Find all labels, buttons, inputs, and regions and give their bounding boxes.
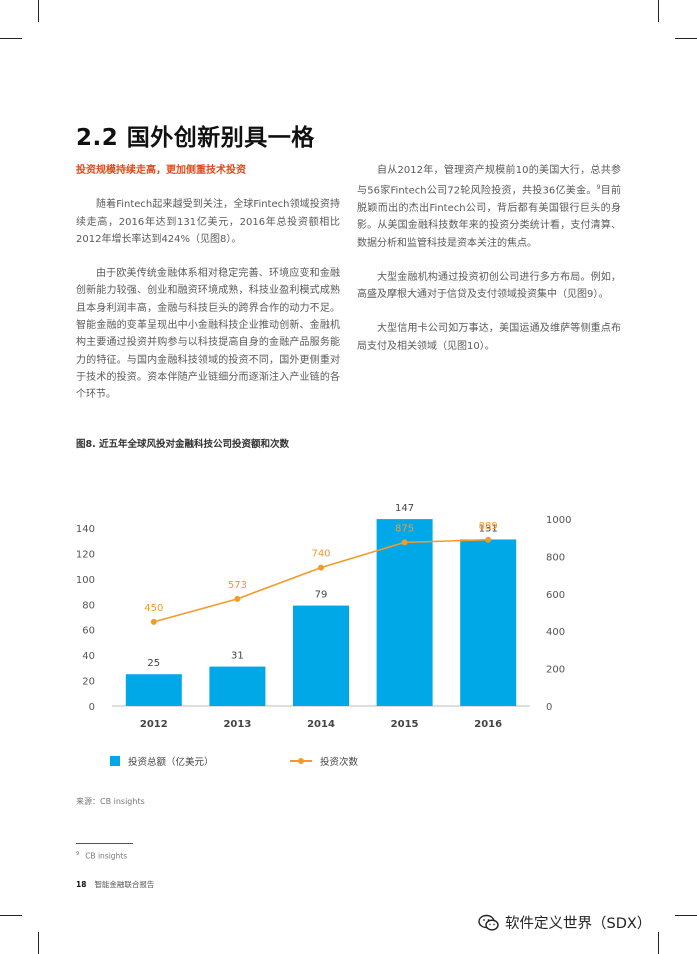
paragraph: 大型信用卡公司如万事达，美国运通及维萨等侧重点布局支付及相关领域（见图10）。 xyxy=(357,323,621,352)
footnote-ref: 9 xyxy=(596,184,601,192)
x-tick-label: 2013 xyxy=(223,719,251,730)
bar xyxy=(125,674,182,706)
legend-line-marker xyxy=(290,758,312,764)
crop-mark xyxy=(0,915,22,916)
crop-mark xyxy=(38,932,39,954)
legend-label: 投资次数 xyxy=(320,757,359,768)
right-column: 自从2012年，管理资产规模前10的美国大行，总共参与56家Fintech公司7… xyxy=(357,162,621,372)
footnote-rule xyxy=(76,843,133,844)
y-left-tick-label: 60 xyxy=(82,626,95,637)
crop-mark xyxy=(658,932,659,954)
paragraph: 随着Fintech起来越受到关注，全球Fintech领域投资持续走高，2016年… xyxy=(76,199,340,245)
y-right-tick-label: 600 xyxy=(546,590,565,601)
left-column: 投资规模持续走高，更加侧重技术投资 随着Fintech起来越受到关注，全球Fin… xyxy=(76,162,340,421)
legend-label: 投资总额（亿美元） xyxy=(128,757,214,768)
bar xyxy=(209,666,266,706)
y-left-tick-label: 0 xyxy=(89,702,95,713)
bar xyxy=(460,539,517,706)
footnote: 9 CB insights xyxy=(76,851,127,861)
line-point xyxy=(485,536,492,543)
y-left-tick-label: 120 xyxy=(76,549,95,560)
x-tick-label: 2012 xyxy=(140,719,168,730)
crop-mark xyxy=(675,915,697,916)
crop-mark xyxy=(675,38,697,39)
page-number: 18 xyxy=(76,880,87,889)
y-right-tick-label: 800 xyxy=(546,552,565,563)
legend-item-line: 投资次数 xyxy=(290,754,358,768)
y-left-tick-label: 140 xyxy=(76,524,95,535)
paragraph: 大型金融机构通过投资初创公司进行多方布局。例如，高盛及摩根大通对于信贷及支付领域… xyxy=(357,271,621,301)
watermark: 软件定义世界（SDX） xyxy=(478,912,651,933)
bar-data-label: 147 xyxy=(395,503,414,514)
y-right-tick-label: 400 xyxy=(546,627,565,638)
y-left-tick-label: 40 xyxy=(82,651,95,662)
source-note: 来源：CB insights xyxy=(76,797,145,806)
legend-item-bar: 投资总额（亿美元） xyxy=(110,754,214,768)
line-data-label: 889 xyxy=(479,521,498,532)
figure-caption: 图8. 近五年全球风投对金融科技公司投资额和次数 xyxy=(76,439,290,450)
line-point xyxy=(401,539,408,546)
bar xyxy=(376,519,433,706)
y-left-tick-label: 100 xyxy=(76,575,95,586)
bar-data-label: 131 xyxy=(479,523,498,534)
crop-mark xyxy=(658,0,659,22)
y-right-tick-label: 0 xyxy=(546,702,552,713)
crop-mark xyxy=(38,0,39,22)
bar-data-label: 79 xyxy=(315,590,328,601)
y-left-tick-label: 20 xyxy=(82,677,95,688)
line-point xyxy=(234,595,241,602)
y-right-tick-label: 200 xyxy=(546,665,565,676)
bar-data-label: 25 xyxy=(147,658,160,669)
line-data-label: 450 xyxy=(144,603,163,614)
section-title: 2.2 国外创新别具一格 xyxy=(76,125,315,151)
footnote-number: 9 xyxy=(76,851,80,857)
y-left-tick-label: 80 xyxy=(82,600,95,611)
bar-data-label: 31 xyxy=(231,651,244,662)
paragraph: 由于欧美传统金融体系相对稳定完善、环境应变和金融创新能力较强、创业和融资环境成熟… xyxy=(76,268,340,401)
line-data-label: 875 xyxy=(395,523,414,534)
watermark-text: 软件定义世界（SDX） xyxy=(505,916,652,932)
bar xyxy=(293,605,349,706)
paragraph-text: 目前脱颖而出的杰出Fintech公司，背后都有美国银行巨头的身影。从美国金融科技… xyxy=(357,185,621,249)
y-right-tick-label: 1000 xyxy=(546,515,571,526)
paragraph-text: 自从2012年，管理资产规模前10的美国大行，总共参与56家Fintech公司7… xyxy=(357,165,621,197)
line-point xyxy=(150,618,157,625)
crop-mark xyxy=(0,38,22,39)
report-name: 智能金融联合报告 xyxy=(94,880,155,889)
line-data-label: 573 xyxy=(228,580,247,591)
page-folio: 18 智能金融联合报告 xyxy=(76,879,154,890)
footnote-text: CB insights xyxy=(85,851,128,861)
line-data-label: 740 xyxy=(311,549,330,560)
wechat-icon xyxy=(478,914,499,931)
line-point xyxy=(318,564,324,571)
legend-swatch xyxy=(110,756,120,766)
x-tick-label: 2016 xyxy=(474,719,502,730)
x-tick-label: 2014 xyxy=(307,719,335,730)
paragraph: 自从2012年，管理资产规模前10的美国大行，总共参与56家Fintech公司7… xyxy=(357,162,621,252)
subheading: 投资规模持续走高，更加侧重技术投资 xyxy=(76,165,246,176)
x-tick-label: 2015 xyxy=(391,719,419,730)
